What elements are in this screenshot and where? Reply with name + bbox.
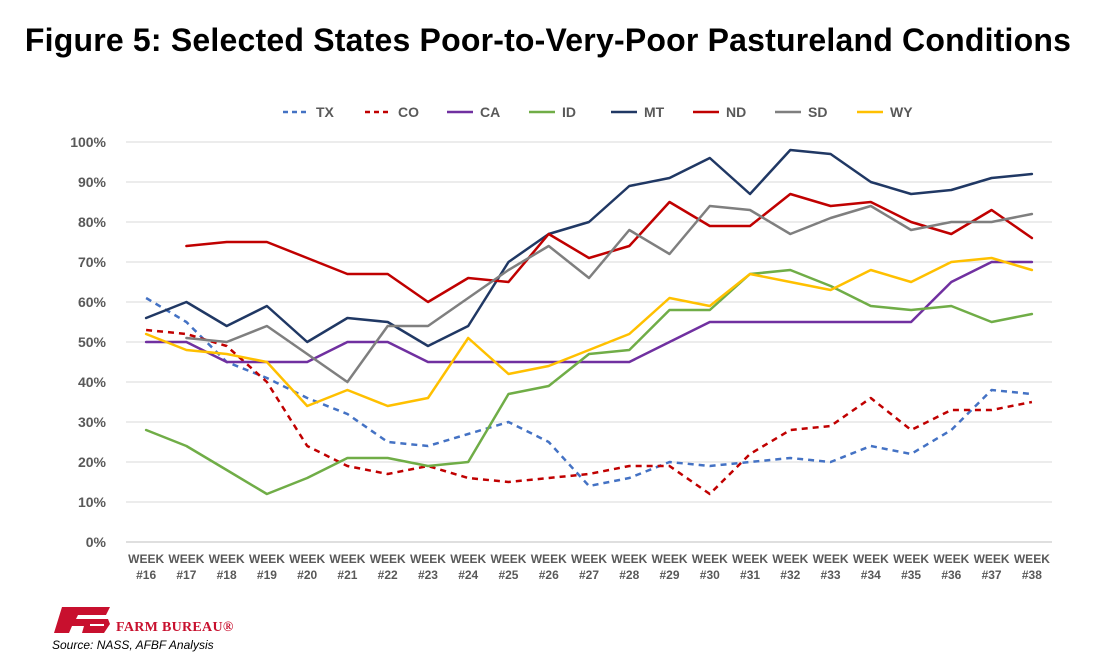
y-tick-label: 100% — [70, 134, 106, 150]
x-tick-label: WEEK #17 — [168, 552, 204, 582]
brand-name: FARM BUREAU® — [116, 620, 234, 635]
x-tick-label: WEEK #37 — [974, 552, 1010, 582]
legend-label-sd: SD — [808, 104, 827, 120]
legend-label-tx: TX — [316, 104, 335, 120]
series-line-id — [144, 268, 1034, 496]
legend-label-id: ID — [562, 104, 576, 120]
x-tick-label: WEEK #18 — [209, 552, 245, 582]
legend-label-ca: CA — [480, 104, 500, 120]
series-line-wy — [144, 256, 1034, 408]
y-tick-label: 10% — [78, 494, 107, 510]
x-tick-label: WEEK #20 — [289, 552, 325, 582]
x-tick-label: WEEK #30 — [692, 552, 728, 582]
x-tick-label: WEEK #23 — [410, 552, 446, 582]
series-line-nd — [185, 192, 1034, 304]
legend-label-wy: WY — [890, 104, 913, 120]
series-line-tx — [145, 296, 1033, 488]
x-tick-label: WEEK #16 — [128, 552, 164, 582]
x-tick-label: WEEK #22 — [370, 552, 406, 582]
y-tick-label: 20% — [78, 454, 107, 470]
x-tick-label: WEEK #29 — [652, 552, 688, 582]
legend-label-nd: ND — [726, 104, 746, 120]
y-tick-label: 70% — [78, 254, 107, 270]
x-tick-label: WEEK #31 — [732, 552, 768, 582]
y-tick-label: 0% — [86, 534, 107, 550]
x-tick-label: WEEK #33 — [813, 552, 849, 582]
x-tick-label: WEEK #19 — [249, 552, 285, 582]
series-line-mt — [144, 148, 1034, 348]
y-tick-label: 90% — [78, 174, 107, 190]
x-tick-label: WEEK #24 — [450, 552, 486, 582]
y-tick-label: 30% — [78, 414, 107, 430]
series-line-ca — [144, 260, 1034, 364]
y-tick-label: 80% — [78, 214, 107, 230]
x-tick-label: WEEK #21 — [329, 552, 365, 582]
legend: TX CO CA ID MT ND SD WY — [283, 104, 913, 120]
x-tick-label: WEEK #25 — [490, 552, 526, 582]
x-tick-label: WEEK #28 — [611, 552, 647, 582]
x-tick-label: WEEK #38 — [1014, 552, 1050, 582]
gridlines — [126, 141, 1052, 543]
legend-label-co: CO — [398, 104, 419, 120]
legend-label-mt: MT — [644, 104, 665, 120]
source-note: Source: NASS, AFBF Analysis — [52, 638, 214, 652]
farm-bureau-logo-icon — [54, 607, 110, 633]
y-tick-label: 50% — [78, 334, 107, 350]
y-axis: 0% 10% 20% 30% 40% 50% 60% 70% 80% 90% 100% — [70, 134, 106, 550]
chart-title: Figure 5: Selected States Poor-to-Very-P… — [24, 22, 1072, 58]
x-tick-label: WEEK #34 — [853, 552, 889, 582]
x-tick-label: WEEK #36 — [933, 552, 969, 582]
x-tick-label: WEEK #32 — [772, 552, 808, 582]
y-tick-label: 40% — [78, 374, 107, 390]
x-tick-label: WEEK #35 — [893, 552, 929, 582]
x-tick-label: WEEK #27 — [571, 552, 607, 582]
series-line-sd — [185, 204, 1034, 384]
x-tick-label: WEEK #26 — [531, 552, 567, 582]
y-tick-label: 60% — [78, 294, 107, 310]
series-lines — [144, 148, 1034, 496]
